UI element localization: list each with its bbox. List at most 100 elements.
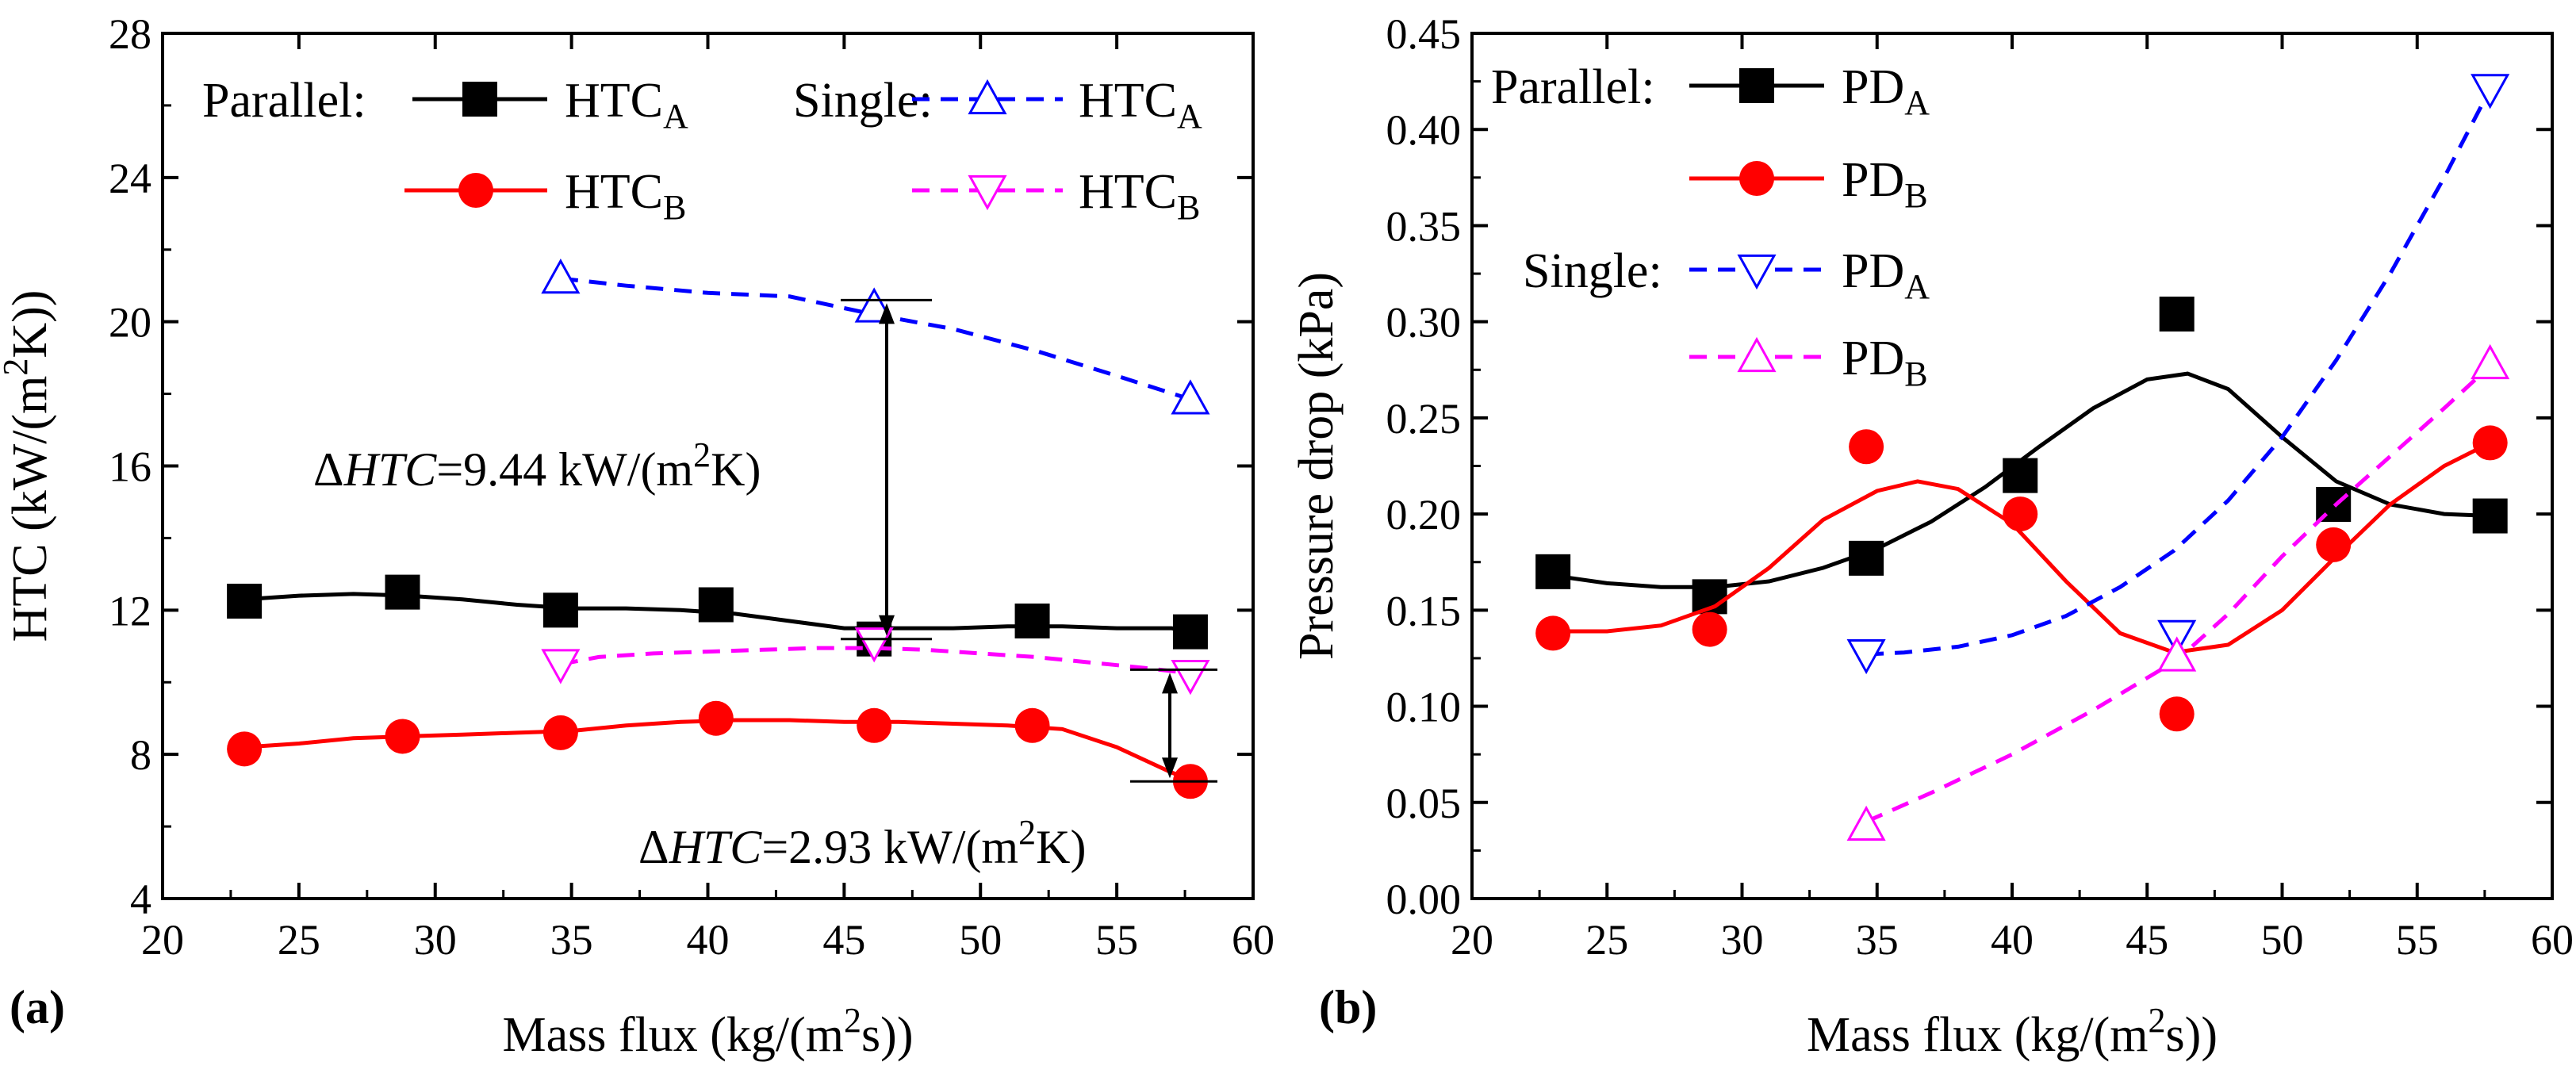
- anno-text: =2.93 kW/(m: [761, 821, 1018, 873]
- x-tick-label: 45: [822, 916, 865, 964]
- x-tick-label: 50: [959, 916, 1002, 964]
- x-axis-label: Mass flux (kg/(m2s)): [1807, 1001, 2218, 1063]
- x-tick-label: 55: [2396, 916, 2439, 964]
- arrow-head: [1162, 673, 1178, 694]
- data-point: [854, 627, 894, 663]
- x-label-text: Mass flux (kg/(m: [1807, 1008, 2149, 1062]
- x-tick-label: 50: [2261, 916, 2304, 964]
- legend-label-sub: B: [1904, 176, 1927, 215]
- data-point: [2316, 527, 2352, 562]
- y-tick-label: 20: [109, 299, 151, 347]
- x-tick-label: 40: [1991, 916, 2034, 964]
- legend-marker: [1739, 161, 1774, 196]
- x-label-sup: 2: [844, 1001, 861, 1040]
- data-point: [2003, 458, 2038, 493]
- series-single-pd-b: [1846, 343, 2510, 841]
- x-tick-label: 30: [414, 916, 457, 964]
- y-tick-label: 0.30: [1386, 299, 1462, 347]
- y-tick-label: 0.35: [1386, 202, 1462, 250]
- legend-marker: [968, 174, 1007, 211]
- y-tick-label: 0.25: [1386, 395, 1462, 443]
- series-line: [1865, 364, 2492, 824]
- data-point: [1849, 540, 1884, 576]
- data-point: [2472, 498, 2508, 534]
- legend-label-sub: A: [1904, 267, 1930, 306]
- anno-sup: 2: [1018, 813, 1036, 852]
- data-point: [542, 715, 578, 750]
- y-tick-label: 0.20: [1386, 491, 1462, 539]
- y-tick-label: 0.05: [1386, 780, 1462, 827]
- x-tick-label: 55: [1095, 916, 1138, 964]
- legend-marker: [1737, 336, 1777, 373]
- x-tick-label: 60: [2531, 916, 2574, 964]
- legend-marker: [458, 173, 493, 208]
- x-tick-label: 45: [2126, 916, 2168, 964]
- x-tick-label: 20: [1451, 916, 1493, 964]
- data-point: [1535, 554, 1571, 589]
- panel-a: 20 25 30 35 40 45 50 55 60 4 8 12 16 20 24 28 Mass flux …: [0, 10, 1275, 1062]
- legend-label: PDB: [1842, 153, 1928, 215]
- data-point: [857, 707, 892, 743]
- y-label-tail: K)): [3, 290, 57, 358]
- data-point: [1535, 615, 1571, 651]
- y-tick-label: 0.10: [1386, 684, 1462, 731]
- annotation-delta-htc-1: ΔHTC=9.44 kW/(m2K): [313, 435, 761, 496]
- legend-label: PDB: [1842, 332, 1928, 393]
- y-tick-label: 8: [130, 731, 151, 779]
- legend-group-label: Parallel:: [1491, 60, 1655, 114]
- data-point: [698, 700, 734, 736]
- y-axis-label: HTC (kW/(m2K)): [0, 290, 57, 642]
- x-tick-label: 20: [141, 916, 184, 964]
- data-point: [2471, 74, 2510, 109]
- data-point: [1171, 660, 1210, 696]
- y-label-sup: 2: [0, 358, 35, 376]
- anno-delta: Δ: [638, 821, 669, 873]
- legend-group-label: Single:: [793, 74, 933, 128]
- legend-marker: [462, 82, 497, 117]
- data-point: [698, 587, 734, 623]
- annotation-delta-htc-2: ΔHTC=2.93 kW/(m2K): [638, 813, 1086, 874]
- annotations: ΔHTC=9.44 kW/(m2K)ΔHTC=2.93 kW/(m2K): [313, 298, 1217, 874]
- data-point: [227, 583, 263, 619]
- legend-marker: [1737, 254, 1777, 290]
- anno-italic: HTC: [343, 443, 438, 496]
- data-point: [541, 649, 581, 684]
- y-axis-label: Pressure drop (kPa): [1290, 272, 1344, 660]
- legend-label-sub: A: [1904, 83, 1930, 122]
- x-tick-label: 40: [687, 916, 730, 964]
- legend-label: HTCB: [565, 165, 686, 227]
- series-parallel-pd-a: [1535, 296, 2508, 615]
- data-point: [1014, 603, 1050, 638]
- data-point: [2159, 296, 2195, 332]
- legend-label-base: HTC: [565, 165, 663, 219]
- legend-label: HTCA: [1079, 74, 1202, 136]
- data-point: [1171, 379, 1210, 415]
- legend-label-sub: A: [663, 97, 688, 136]
- anno-delta: Δ: [313, 443, 344, 496]
- anno-tail: K): [711, 443, 761, 496]
- legend-group-label: Single:: [1523, 244, 1662, 298]
- legend-label-base: PD: [1842, 153, 1904, 207]
- legend-marker: [968, 79, 1007, 115]
- x-tick-label: 30: [1721, 916, 1764, 964]
- legend-label-base: HTC: [1079, 165, 1177, 219]
- series-parallel-htc-b: [227, 700, 1208, 799]
- legend-label: PDA: [1842, 244, 1930, 306]
- x-label-sup: 2: [2149, 1001, 2166, 1040]
- data-point: [385, 719, 420, 754]
- legend-label-base: HTC: [1079, 74, 1177, 128]
- x-tick-label: 25: [1585, 916, 1628, 964]
- y-tick-label: 24: [109, 155, 151, 202]
- x-label-tail: s)): [861, 1008, 913, 1062]
- legend-label-base: PD: [1842, 332, 1904, 385]
- data-point: [1849, 429, 1884, 465]
- legend-group-label: Parallel:: [202, 74, 366, 128]
- x-tick-label: 60: [1232, 916, 1275, 964]
- y-tick-label: 0.00: [1386, 876, 1462, 923]
- data-point: [385, 574, 420, 610]
- data-point: [2159, 696, 2195, 732]
- data-point: [542, 592, 578, 628]
